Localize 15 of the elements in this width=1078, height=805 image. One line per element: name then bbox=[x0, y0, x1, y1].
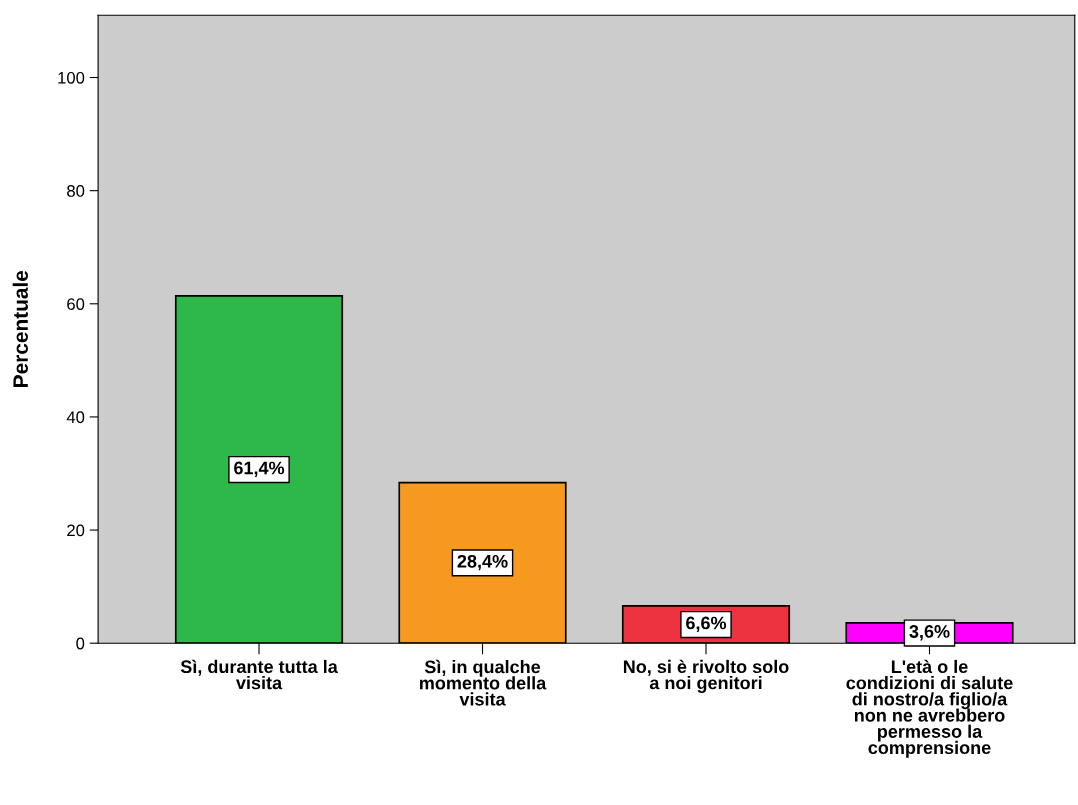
y-tick-label: 60 bbox=[67, 298, 85, 310]
data-label: 28,4% bbox=[457, 554, 508, 571]
x-tick-label: No, si è rivolto solo a noi genitori bbox=[623, 659, 789, 693]
x-tick-label: Sì, durante tutta la visita bbox=[180, 659, 338, 690]
y-tick-label: 0 bbox=[76, 637, 85, 650]
data-label: 6,6% bbox=[686, 616, 727, 632]
y-tick-label: 40 bbox=[66, 411, 85, 424]
y-axis-title: Percentuale bbox=[12, 270, 28, 387]
y-tick-label: 80 bbox=[67, 185, 85, 197]
y-tick-label: 20 bbox=[67, 524, 85, 537]
x-tick-label: L'età o le condizioni di salute di nostro/a figlio/a non ne avrebbero permesso la comprensione bbox=[846, 659, 1013, 758]
data-label: 3,6% bbox=[909, 625, 950, 641]
x-tick-label: Sì, in qualche momento della visita bbox=[420, 659, 547, 706]
data-label: 61,4% bbox=[234, 461, 285, 477]
y-tick-label: 100 bbox=[58, 71, 85, 84]
